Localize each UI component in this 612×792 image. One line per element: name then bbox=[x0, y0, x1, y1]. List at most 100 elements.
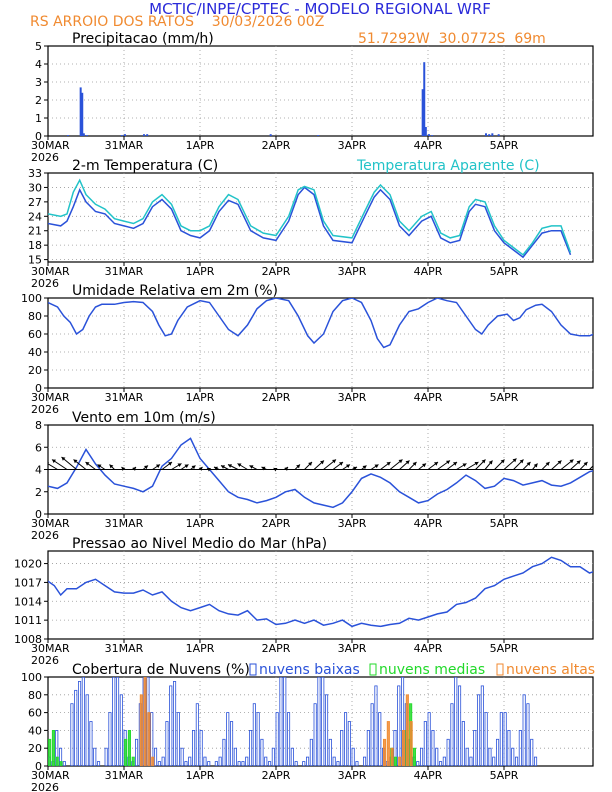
cloud-bar-nuvens-baixas bbox=[245, 756, 249, 766]
cloud-bar-nuvens-baixas bbox=[78, 681, 82, 766]
temp-xtick-label: 1APR bbox=[186, 265, 215, 278]
cloud-bar-nuvens-baixas bbox=[85, 694, 89, 766]
wind-vector-head bbox=[362, 465, 367, 470]
wind-vector-head bbox=[177, 463, 182, 468]
cloud-bar-nuvens-baixas bbox=[511, 747, 515, 766]
pressure-plot-area bbox=[48, 556, 593, 628]
precip-bar bbox=[431, 135, 434, 136]
cloud-bar-nuvens-baixas bbox=[317, 677, 321, 766]
rh-frame bbox=[47, 297, 594, 389]
cloud-bar-nuvens-altas bbox=[147, 712, 151, 766]
cloud-bar-nuvens-baixas bbox=[332, 756, 336, 766]
cloud-bar-nuvens-baixas bbox=[169, 685, 173, 766]
cloud-bar-nuvens-altas bbox=[151, 756, 155, 766]
wind-vector-head bbox=[512, 458, 517, 463]
temp-xtick-label: 30MAR bbox=[31, 265, 70, 278]
precip-xtick-label: 31MAR bbox=[105, 139, 144, 152]
pressure-xtick-label: 30MAR bbox=[31, 642, 70, 655]
cloud-bar-nuvens-baixas bbox=[89, 721, 93, 766]
wind-vector-head bbox=[422, 463, 426, 468]
wind-vector bbox=[48, 463, 58, 470]
clouds-xtick-label: 31MAR bbox=[105, 769, 144, 782]
wind-xtick-label: 1APR bbox=[186, 517, 215, 530]
wind-vector-head bbox=[214, 466, 218, 471]
wind-xtick-label: 2APR bbox=[262, 517, 291, 530]
cloud-bar-nuvens-baixas bbox=[229, 721, 234, 766]
clouds-ytick-label: 40 bbox=[28, 724, 42, 737]
precip-xtick-label: 5APR bbox=[490, 139, 519, 152]
cloud-bar-nuvens-baixas bbox=[70, 703, 74, 766]
cloud-bar-nuvens-baixas bbox=[336, 761, 340, 766]
cloud-bar-nuvens-altas bbox=[382, 738, 387, 766]
wind-vector-head bbox=[386, 462, 391, 466]
wind-vector-head bbox=[320, 460, 324, 465]
wind-vector-head bbox=[97, 464, 102, 469]
cloud-legend-label: nuvens altas bbox=[506, 662, 595, 678]
cloud-bar-nuvens-baixas bbox=[324, 694, 329, 766]
pressure-frame bbox=[47, 550, 594, 640]
cloud-bar-nuvens-baixas bbox=[507, 730, 511, 766]
temp-xtick-label: 31MAR bbox=[105, 265, 144, 278]
clouds-xtick-label: 30MAR bbox=[31, 769, 70, 782]
wind-vector-head bbox=[500, 459, 505, 464]
wind-xtick-label: 31MAR bbox=[105, 517, 144, 530]
cloud-bar-nuvens-baixas bbox=[362, 756, 367, 766]
wind-vector-head bbox=[61, 457, 66, 461]
precip-bar bbox=[488, 134, 491, 136]
wind-vector-head bbox=[332, 459, 336, 464]
cloud-bar-nuvens-baixas bbox=[191, 730, 196, 766]
temp-ytick-label: 18 bbox=[28, 239, 42, 252]
cloud-bar-nuvens-baixas bbox=[165, 721, 169, 766]
cloud-bar-nuvens-medias bbox=[412, 747, 416, 766]
wind-vector-head bbox=[228, 464, 232, 468]
wind-vector-head bbox=[207, 467, 211, 472]
wind-ytick-label: 2 bbox=[35, 486, 42, 499]
wind-vector-head bbox=[434, 462, 438, 466]
rh-xtick-label: 2APR bbox=[262, 391, 291, 404]
cloud-bar-nuvens-baixas bbox=[454, 677, 458, 766]
wind-vector-head bbox=[576, 460, 581, 465]
rh-title: Umidade Relativa em 2m (%) bbox=[72, 283, 278, 299]
precip-ytick-label: 2 bbox=[35, 94, 42, 107]
cloud-legend-swatch bbox=[496, 663, 504, 676]
wind-vector-head bbox=[462, 463, 467, 468]
cloud-bar-nuvens-medias bbox=[48, 738, 52, 766]
cloud-bar-nuvens-baixas bbox=[503, 712, 507, 766]
cloud-bar-nuvens-baixas bbox=[176, 712, 180, 766]
cloud-bar-nuvens-baixas bbox=[172, 681, 177, 766]
wind-vector bbox=[599, 461, 609, 470]
cloud-bar-nuvens-altas bbox=[390, 747, 394, 766]
cloud-bar-nuvens-baixas bbox=[81, 677, 85, 766]
cloud-bar-nuvens-baixas bbox=[321, 677, 325, 766]
wind-vector-head bbox=[339, 462, 343, 466]
wind-xtick-label: 5APR bbox=[490, 517, 519, 530]
wind-vector-head bbox=[545, 462, 550, 466]
precip-bar bbox=[485, 133, 487, 136]
cloud-bar-nuvens-baixas bbox=[457, 685, 462, 766]
cloud-bar-nuvens-baixas bbox=[226, 712, 230, 766]
cloud-bar-nuvens-baixas bbox=[112, 677, 116, 766]
pressure-ytick-label: 1017 bbox=[14, 576, 42, 589]
cloud-bar-nuvens-baixas bbox=[203, 756, 207, 766]
cloud-bar-nuvens-baixas bbox=[93, 747, 97, 766]
cloud-bar-nuvens-medias bbox=[127, 730, 132, 766]
cloud-bar-nuvens-baixas bbox=[378, 712, 382, 766]
precip-frame bbox=[47, 45, 594, 137]
cloud-bar-nuvens-altas bbox=[398, 756, 402, 766]
temp-line-2-m-temperatura bbox=[48, 186, 572, 259]
precip-bar bbox=[82, 133, 85, 136]
pressure-ytick-label: 1020 bbox=[14, 558, 42, 571]
clouds-year-label: 2026 bbox=[31, 781, 59, 792]
cloud-bar-nuvens-baixas bbox=[248, 730, 253, 766]
wind-vector-head bbox=[405, 460, 410, 465]
cloud-bar-nuvens-baixas bbox=[188, 756, 192, 766]
cloud-bar-nuvens-medias bbox=[393, 756, 397, 766]
cloud-bar-nuvens-baixas bbox=[283, 677, 287, 766]
cloud-bar-nuvens-baixas bbox=[370, 703, 374, 766]
precip-bar bbox=[67, 135, 69, 136]
cloud-bar-nuvens-baixas bbox=[199, 730, 203, 766]
pressure-year-label: 2026 bbox=[31, 654, 59, 667]
rh-ytick-label: 40 bbox=[28, 346, 42, 359]
rh-ytick-label: 20 bbox=[28, 364, 42, 377]
